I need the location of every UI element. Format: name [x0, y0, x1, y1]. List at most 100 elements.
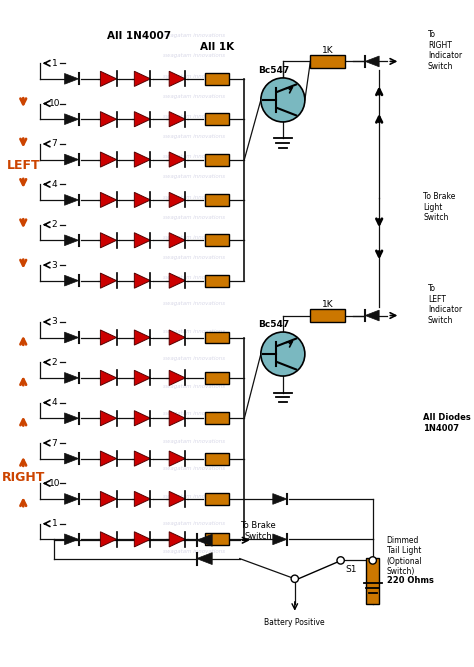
- Polygon shape: [64, 275, 79, 286]
- Polygon shape: [169, 273, 185, 288]
- Text: swagatam innovations: swagatam innovations: [163, 275, 225, 280]
- Text: 4: 4: [52, 180, 57, 189]
- Polygon shape: [134, 111, 150, 127]
- Text: LEFT: LEFT: [7, 159, 40, 173]
- Text: 10: 10: [49, 479, 60, 488]
- Polygon shape: [169, 370, 185, 386]
- Polygon shape: [169, 532, 185, 547]
- Text: Battery Positive: Battery Positive: [264, 618, 325, 627]
- Text: 2: 2: [52, 358, 57, 367]
- Polygon shape: [169, 233, 185, 248]
- FancyBboxPatch shape: [205, 534, 229, 546]
- Text: swagatam innovations: swagatam innovations: [163, 521, 225, 526]
- Text: 4: 4: [52, 398, 57, 407]
- Polygon shape: [134, 532, 150, 547]
- Text: 1: 1: [52, 59, 57, 68]
- Polygon shape: [100, 411, 117, 426]
- Text: 10: 10: [49, 99, 60, 108]
- Polygon shape: [64, 534, 79, 545]
- Text: swagatam innovations: swagatam innovations: [163, 114, 225, 119]
- Text: To Brake
Light
Switch: To Brake Light Switch: [423, 192, 456, 222]
- Text: swagatam innovations: swagatam innovations: [163, 215, 225, 220]
- FancyBboxPatch shape: [310, 55, 345, 68]
- Text: swagatam innovations: swagatam innovations: [163, 494, 225, 499]
- Text: 2: 2: [52, 220, 57, 229]
- FancyBboxPatch shape: [205, 453, 229, 465]
- Polygon shape: [169, 451, 185, 466]
- Polygon shape: [169, 330, 185, 345]
- FancyBboxPatch shape: [205, 331, 229, 344]
- FancyBboxPatch shape: [205, 194, 229, 206]
- Polygon shape: [64, 494, 79, 504]
- Text: swagatam innovations: swagatam innovations: [163, 384, 225, 389]
- Text: 1K: 1K: [322, 300, 334, 309]
- Polygon shape: [134, 273, 150, 288]
- Polygon shape: [365, 56, 379, 67]
- Text: swagatam innovations: swagatam innovations: [163, 235, 225, 240]
- Text: 3: 3: [52, 261, 57, 269]
- Text: S1: S1: [345, 565, 357, 574]
- Text: To
LEFT
Indicator
Switch: To LEFT Indicator Switch: [428, 284, 462, 325]
- Text: All 1K: All 1K: [200, 42, 234, 52]
- Polygon shape: [100, 370, 117, 386]
- Text: swagatam innovations: swagatam innovations: [163, 439, 225, 444]
- Text: Dimmed
Tail Light
(Optional
Switch): Dimmed Tail Light (Optional Switch): [386, 536, 422, 576]
- Text: swagatam innovations: swagatam innovations: [163, 411, 225, 416]
- Circle shape: [261, 78, 305, 122]
- Text: Bc547: Bc547: [258, 66, 289, 75]
- Circle shape: [261, 332, 305, 376]
- Polygon shape: [100, 451, 117, 466]
- Polygon shape: [273, 494, 287, 504]
- Text: swagatam innovations: swagatam innovations: [163, 549, 225, 554]
- FancyBboxPatch shape: [205, 493, 229, 505]
- Polygon shape: [169, 192, 185, 207]
- Polygon shape: [169, 492, 185, 506]
- Polygon shape: [100, 233, 117, 248]
- Polygon shape: [169, 411, 185, 426]
- Polygon shape: [169, 152, 185, 167]
- Polygon shape: [134, 192, 150, 207]
- Text: 3: 3: [52, 317, 57, 326]
- FancyBboxPatch shape: [205, 73, 229, 85]
- Text: To
RIGHT
Indicator
Switch: To RIGHT Indicator Switch: [428, 30, 462, 71]
- Text: 1: 1: [52, 519, 57, 528]
- Polygon shape: [100, 192, 117, 207]
- Text: swagatam innovations: swagatam innovations: [163, 94, 225, 99]
- Circle shape: [369, 557, 376, 564]
- Text: swagatam innovations: swagatam innovations: [163, 134, 225, 139]
- FancyBboxPatch shape: [205, 234, 229, 246]
- Polygon shape: [134, 152, 150, 167]
- Polygon shape: [169, 111, 185, 127]
- Polygon shape: [64, 332, 79, 343]
- Text: swagatam innovations: swagatam innovations: [163, 33, 225, 38]
- Text: swagatam innovations: swagatam innovations: [163, 154, 225, 159]
- Polygon shape: [64, 413, 79, 424]
- Polygon shape: [134, 71, 150, 87]
- Polygon shape: [134, 370, 150, 386]
- Polygon shape: [197, 534, 212, 546]
- Polygon shape: [100, 532, 117, 547]
- Polygon shape: [64, 454, 79, 464]
- Text: 7: 7: [52, 438, 57, 448]
- FancyBboxPatch shape: [205, 372, 229, 384]
- Polygon shape: [134, 411, 150, 426]
- Text: 1K: 1K: [322, 46, 334, 55]
- FancyBboxPatch shape: [310, 309, 345, 322]
- Text: swagatam innovations: swagatam innovations: [163, 255, 225, 260]
- FancyBboxPatch shape: [205, 153, 229, 165]
- Circle shape: [291, 575, 299, 582]
- FancyBboxPatch shape: [205, 113, 229, 125]
- Text: 220 Ohms: 220 Ohms: [386, 576, 433, 585]
- Text: RIGHT: RIGHT: [1, 472, 45, 484]
- Polygon shape: [365, 310, 379, 321]
- Text: swagatam innovations: swagatam innovations: [163, 175, 225, 179]
- Polygon shape: [197, 553, 212, 564]
- Polygon shape: [100, 111, 117, 127]
- FancyBboxPatch shape: [205, 412, 229, 424]
- FancyBboxPatch shape: [205, 275, 229, 287]
- Text: swagatam innovations: swagatam innovations: [163, 195, 225, 199]
- Text: swagatam innovations: swagatam innovations: [163, 73, 225, 79]
- Polygon shape: [64, 114, 79, 125]
- Polygon shape: [134, 330, 150, 345]
- Text: swagatam innovations: swagatam innovations: [163, 356, 225, 361]
